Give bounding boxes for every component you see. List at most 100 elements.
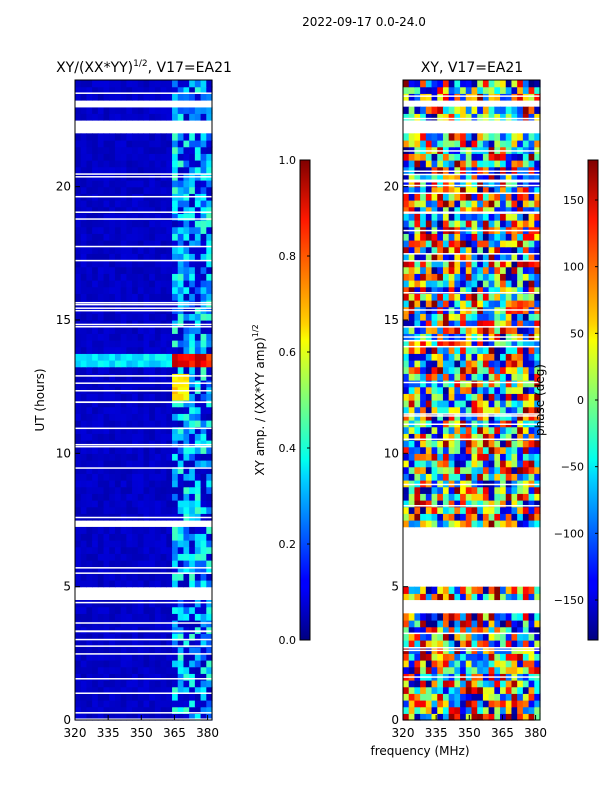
right-heatmap-cell — [477, 180, 484, 188]
left-heatmap-cell — [92, 466, 99, 474]
left-heatmap-cell — [189, 666, 196, 674]
right-heatmap-cell — [442, 280, 450, 288]
left-heatmap-cell — [206, 660, 213, 668]
left-heatmap-cell — [166, 160, 173, 168]
left-heatmap-cell — [189, 320, 196, 328]
left-colorbar: 0.00.20.40.60.81.0 XY amp. / (XX*YY amp)… — [251, 154, 311, 647]
right-heatmap-cell — [488, 113, 495, 121]
left-heatmap-cell — [120, 93, 127, 101]
left-heatmap-cell — [75, 606, 82, 614]
left-heatmap-cell — [75, 280, 82, 288]
left-heatmap-cell — [114, 686, 122, 694]
left-heatmap-cell — [189, 693, 196, 701]
left-heatmap-cell — [97, 106, 105, 114]
left-heatmap-cell — [132, 80, 139, 88]
left-heatmap-cell — [172, 626, 179, 634]
left-heatmap-cell — [172, 166, 179, 174]
left-heatmap-cell — [80, 106, 88, 114]
left-heatmap-cell — [120, 186, 127, 194]
right-heatmap-cell — [420, 480, 427, 488]
left-heatmap-cell — [92, 93, 99, 101]
left-heatmap-cell — [75, 80, 82, 88]
left-heatmap-cell — [114, 293, 122, 301]
right-heatmap-cell — [522, 653, 530, 661]
right-heatmap-cell — [442, 326, 450, 334]
right-heatmap-cell — [482, 280, 490, 288]
left-heatmap-cell — [206, 640, 213, 648]
right-heatmap-cell — [448, 153, 455, 161]
right-heatmap-cell — [500, 620, 507, 628]
right-heatmap-cell — [437, 640, 444, 648]
right-heatmap-cell — [454, 113, 461, 121]
left-heatmap-cell — [114, 566, 122, 574]
left-heatmap-cell — [103, 713, 110, 721]
right-heatmap-cell — [420, 666, 427, 674]
right-heatmap-cell — [522, 106, 530, 114]
left-heatmap-cell — [183, 80, 190, 88]
right-heatmap-cell — [448, 393, 455, 401]
right-heatmap-cell — [517, 273, 524, 281]
right-heatmap-cell — [420, 626, 427, 634]
left-heatmap-cell — [172, 573, 179, 581]
left-heatmap-cell — [114, 433, 122, 441]
left-heatmap-cell — [109, 693, 116, 701]
left-heatmap-cell — [86, 413, 93, 421]
left-heatmap-cell — [137, 540, 145, 548]
left-heatmap-cell — [149, 553, 156, 561]
right-heatmap-cell — [403, 353, 410, 361]
right-heatmap-cell — [488, 293, 495, 301]
right-heatmap-cell — [460, 693, 467, 701]
right-heatmap-cell — [482, 660, 490, 668]
left-heatmap-cell — [97, 706, 105, 714]
right-heatmap-cell — [522, 706, 530, 714]
left-heatmap-cell — [120, 113, 127, 121]
left-heatmap-cell — [92, 660, 99, 668]
left-heatmap-cell — [97, 433, 105, 441]
right-heatmap-cell — [511, 686, 518, 694]
left-heatmap-cell — [97, 200, 105, 208]
right-heatmap-cell — [482, 493, 490, 501]
right-heatmap-cell — [442, 93, 450, 101]
right-heatmap-cell — [528, 380, 535, 388]
right-heatmap-cell — [511, 113, 518, 121]
right-heatmap-cell — [522, 273, 530, 281]
left-heatmap-cell — [160, 280, 167, 288]
left-heatmap-cell — [86, 460, 93, 468]
right-heatmap-cell — [534, 433, 541, 441]
left-heatmap-cell — [149, 413, 156, 421]
left-heatmap-cell — [97, 486, 105, 494]
left-heatmap-cell — [183, 426, 190, 434]
left-heatmap-cell — [143, 326, 150, 334]
right-heatmap-cell — [471, 386, 478, 394]
left-heatmap-cell — [189, 526, 196, 534]
left-heatmap-cell — [160, 673, 167, 681]
left-heatmap-cell — [80, 233, 88, 241]
left-heatmap-cell — [80, 660, 88, 668]
right-heatmap-cell — [408, 593, 416, 601]
left-heatmap-cell — [154, 286, 162, 294]
right-heatmap-cell — [511, 200, 518, 208]
right-heatmap-cell — [522, 406, 530, 414]
right-heatmap-cell — [488, 153, 495, 161]
right-heatmap-cell — [460, 386, 467, 394]
left-x-tick-label: 365 — [163, 726, 186, 740]
left-heatmap-cell — [149, 333, 156, 341]
left-heatmap-cell — [114, 466, 122, 474]
right-heatmap-cell — [471, 440, 478, 448]
left-heatmap-cell — [132, 686, 139, 694]
right-heatmap-cell — [431, 300, 438, 308]
left-heatmap-cell — [120, 393, 127, 401]
left-heatmap-cell — [200, 266, 207, 274]
right-heatmap-cell — [408, 486, 416, 494]
left-heatmap-cell — [109, 700, 116, 708]
right-heatmap-cell — [448, 706, 455, 714]
right-heatmap-cell — [442, 680, 450, 688]
right-heatmap-cell — [448, 386, 455, 394]
left-heatmap-cell — [194, 400, 202, 408]
left-heatmap-cell — [137, 153, 145, 161]
right-heatmap-cell — [477, 620, 484, 628]
right-heatmap-cell — [431, 393, 438, 401]
right-heatmap-cell — [471, 186, 478, 194]
right-heatmap-cell — [454, 586, 461, 594]
right-heatmap-cell — [448, 413, 455, 421]
